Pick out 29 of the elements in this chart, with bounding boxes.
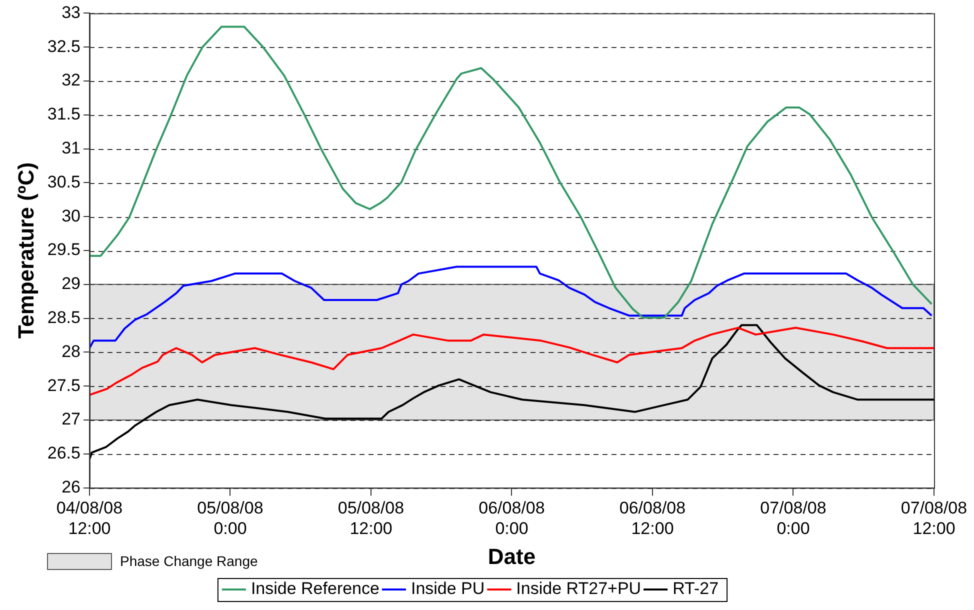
y-tick-label: 27 (62, 410, 80, 429)
x-tick-label: 07/08/08 0:00 (760, 498, 826, 538)
y-tick-label: 29.5 (47, 240, 80, 260)
y-tick-label: 33 (62, 2, 80, 22)
x-tick-label: 06/08/08 12:00 (619, 498, 686, 538)
x-tick-label: 07/08/08 12:00 (900, 498, 968, 538)
x-tick-label: 05/08/08 12:00 (338, 498, 404, 538)
legend-label: Inside Reference (250, 579, 380, 598)
y-tick-label: 26 (62, 477, 80, 496)
legend-label: Phase Change Range (120, 552, 258, 569)
y-tick-label: 28 (62, 342, 80, 361)
legend-label: Inside RT27+PU (516, 579, 642, 598)
y-tick-label: 32.5 (47, 36, 80, 56)
legend-label: Inside PU (410, 579, 485, 598)
y-tick-label: 31.5 (47, 104, 80, 124)
y-tick-label: 32 (62, 70, 80, 90)
y-tick-label: 30 (62, 206, 80, 226)
x-tick-label: 05/08/08 0:00 (197, 498, 264, 538)
x-tick-label: 06/08/08 0:00 (478, 498, 545, 538)
y-tick-label: 28.5 (47, 308, 80, 327)
x-tick-label: 04/08/08 12:00 (56, 498, 123, 538)
x-axis-title: Date (488, 544, 536, 569)
legend-label: RT-27 (672, 579, 719, 598)
y-axis-title: Temperature (ºC) (13, 162, 38, 339)
y-tick-label: 31 (62, 138, 80, 158)
y-tick-label: 27.5 (47, 376, 80, 395)
y-tick-label: 26.5 (47, 444, 80, 463)
y-tick-label: 29 (62, 274, 80, 294)
y-tick-label: 30.5 (47, 172, 80, 192)
